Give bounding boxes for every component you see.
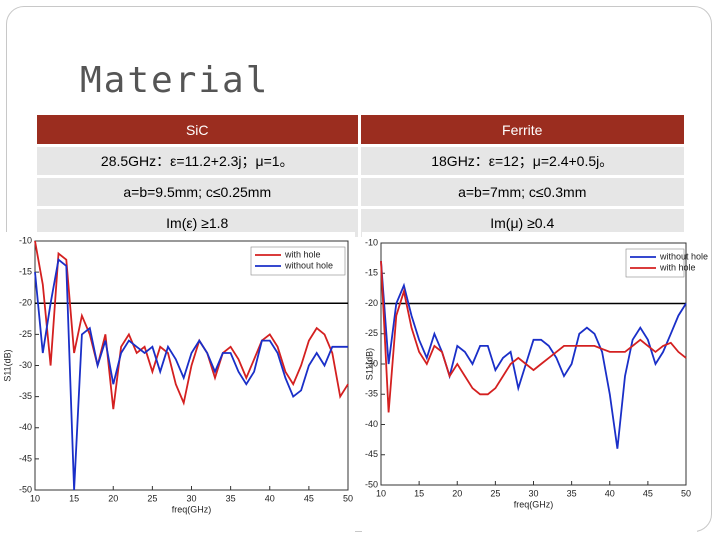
x-axis-label: freq(GHz) (172, 504, 212, 514)
y-tick-label: -20 (365, 298, 378, 308)
y-tick-label: -25 (19, 329, 32, 339)
header-row: SiC Ferrite (37, 115, 684, 144)
y-tick-label: -30 (365, 358, 378, 368)
x-tick-label: 10 (376, 488, 386, 498)
legend-label: without hole (659, 251, 708, 261)
cell: a=b=9.5mm; c≤0.25mm (37, 178, 361, 206)
x-tick-label: 40 (265, 493, 275, 503)
x-tick-label: 10 (30, 493, 40, 503)
x-tick-label: 35 (226, 493, 236, 503)
y-tick-label: -45 (365, 449, 378, 459)
y-tick-label: -25 (365, 328, 378, 338)
x-tick-label: 15 (69, 493, 79, 503)
y-tick-label: -50 (19, 484, 32, 494)
y-tick-label: -15 (19, 267, 32, 277)
x-tick-label: 35 (567, 488, 577, 498)
y-tick-label: -40 (365, 419, 378, 429)
x-tick-label: 25 (490, 488, 500, 498)
y-tick-label: -10 (19, 235, 32, 245)
legend-box (250, 246, 346, 276)
legend-label: with hole (284, 249, 321, 259)
y-tick-label: -50 (365, 479, 378, 489)
x-tick-label: 15 (414, 488, 424, 498)
y-tick-label: -45 (19, 453, 32, 463)
y-tick-label: -40 (19, 422, 32, 432)
x-tick-label: 50 (343, 493, 353, 503)
x-tick-label: 45 (304, 493, 314, 503)
y-axis-label: S11(dB) (2, 349, 12, 381)
series-line (380, 261, 687, 449)
x-tick-label: 30 (528, 488, 538, 498)
series-line (380, 261, 687, 413)
header-cell: SiC (37, 115, 361, 144)
y-tick-label: -30 (19, 360, 32, 370)
legend-box (625, 248, 685, 278)
slide-title: Material (80, 60, 270, 101)
material-table: SiC Ferrite 28.5GHz：ε=11.2+2.3j；μ=1。 18GH… (37, 112, 684, 240)
series-line (34, 240, 349, 410)
x-tick-label: 20 (452, 488, 462, 498)
cell: 18GHz：ε=12；μ=2.4+0.5j。 (360, 147, 684, 175)
cell: a=b=7mm; c≤0.3mm (360, 178, 684, 206)
y-tick-label: -35 (19, 391, 32, 401)
y-tick-label: -15 (365, 268, 378, 278)
legend-label: without hole (284, 260, 333, 270)
header-cell: Ferrite (360, 115, 684, 144)
x-axis-label: freq(GHz) (514, 499, 554, 509)
cell: 28.5GHz：ε=11.2+2.3j；μ=1。 (37, 147, 361, 175)
legend-label: with hole (659, 262, 696, 272)
plot-area (380, 242, 687, 486)
x-tick-label: 25 (147, 493, 157, 503)
y-axis-label: S11(dB) (364, 348, 374, 380)
y-tick-label: -10 (365, 237, 378, 247)
x-tick-label: 30 (186, 493, 196, 503)
y-tick-label: -35 (365, 389, 378, 399)
x-tick-label: 50 (681, 488, 691, 498)
row: a=b=9.5mm; c≤0.25mm a=b=7mm; c≤0.3mm (37, 178, 684, 206)
x-tick-label: 20 (108, 493, 118, 503)
x-tick-label: 45 (643, 488, 653, 498)
row: 28.5GHz：ε=11.2+2.3j；μ=1。 18GHz：ε=12；μ=2.4… (37, 147, 684, 175)
series-line (34, 258, 348, 491)
y-tick-label: -20 (19, 298, 32, 308)
x-tick-label: 40 (605, 488, 615, 498)
